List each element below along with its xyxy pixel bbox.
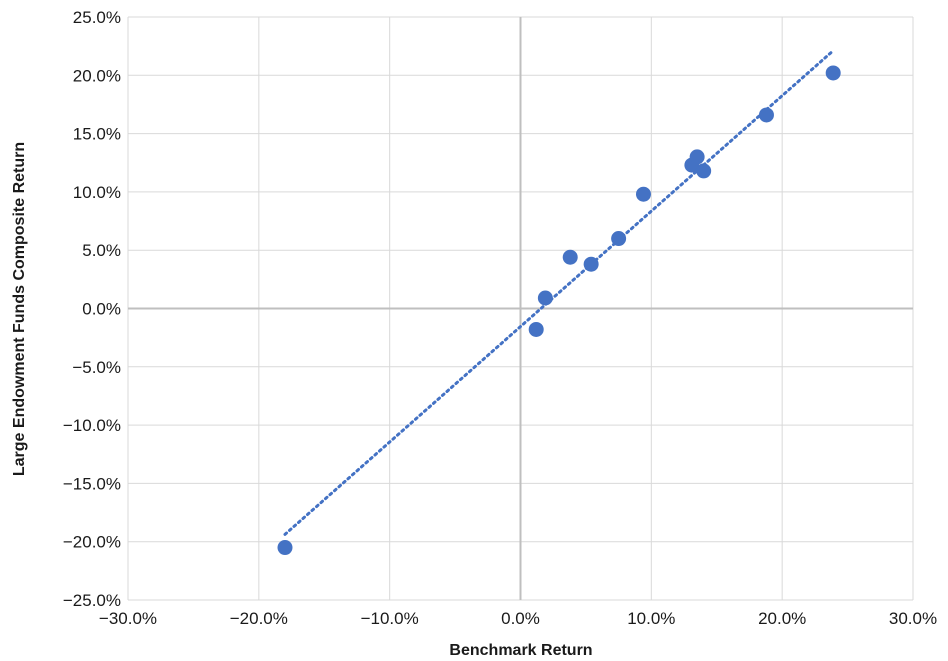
x-tick-label: 10.0% bbox=[627, 609, 675, 628]
y-tick-label: −25.0% bbox=[63, 591, 121, 610]
data-point bbox=[537, 290, 553, 306]
data-point bbox=[528, 321, 544, 337]
trendline-layer bbox=[283, 49, 835, 536]
y-tick-label: −20.0% bbox=[63, 533, 121, 552]
x-tick-label: −10.0% bbox=[361, 609, 419, 628]
y-tick-label: −5.0% bbox=[72, 358, 121, 377]
x-tick-label: −30.0% bbox=[99, 609, 157, 628]
y-tick-label: 0.0% bbox=[82, 300, 121, 319]
x-axis-title: Benchmark Return bbox=[449, 642, 592, 659]
y-tick-label: 10.0% bbox=[73, 183, 121, 202]
y-tick-label: 25.0% bbox=[73, 8, 121, 27]
data-points bbox=[277, 65, 841, 556]
x-tick-label: 20.0% bbox=[758, 609, 806, 628]
x-tick-labels: −30.0% −20.0% −10.0% 0.0% 10.0% 20.0% 30.0% bbox=[99, 609, 937, 628]
y-tick-label: 15.0% bbox=[73, 125, 121, 144]
data-point bbox=[611, 231, 627, 247]
y-axis-title: Large Endowment Funds Composite Return bbox=[11, 142, 28, 476]
y-tick-labels: −25.0% −20.0% −15.0% −10.0% −5.0% 0.0% 5.0% 10.… bbox=[63, 8, 121, 610]
y-tick-label: −10.0% bbox=[63, 416, 121, 435]
data-point bbox=[689, 149, 705, 165]
data-point bbox=[696, 163, 712, 179]
trendline bbox=[283, 49, 835, 536]
data-point bbox=[277, 540, 293, 556]
data-point bbox=[758, 107, 774, 123]
x-tick-label: 30.0% bbox=[889, 609, 937, 628]
y-tick-label: 20.0% bbox=[73, 66, 121, 85]
zero-axes bbox=[128, 17, 913, 600]
x-tick-label: −20.0% bbox=[230, 609, 288, 628]
y-tick-label: 5.0% bbox=[82, 241, 121, 260]
y-tick-label: −15.0% bbox=[63, 474, 121, 493]
data-point bbox=[583, 256, 599, 272]
x-tick-label: 0.0% bbox=[501, 609, 540, 628]
data-point bbox=[562, 249, 578, 265]
data-point bbox=[825, 65, 841, 81]
data-point bbox=[635, 186, 651, 202]
